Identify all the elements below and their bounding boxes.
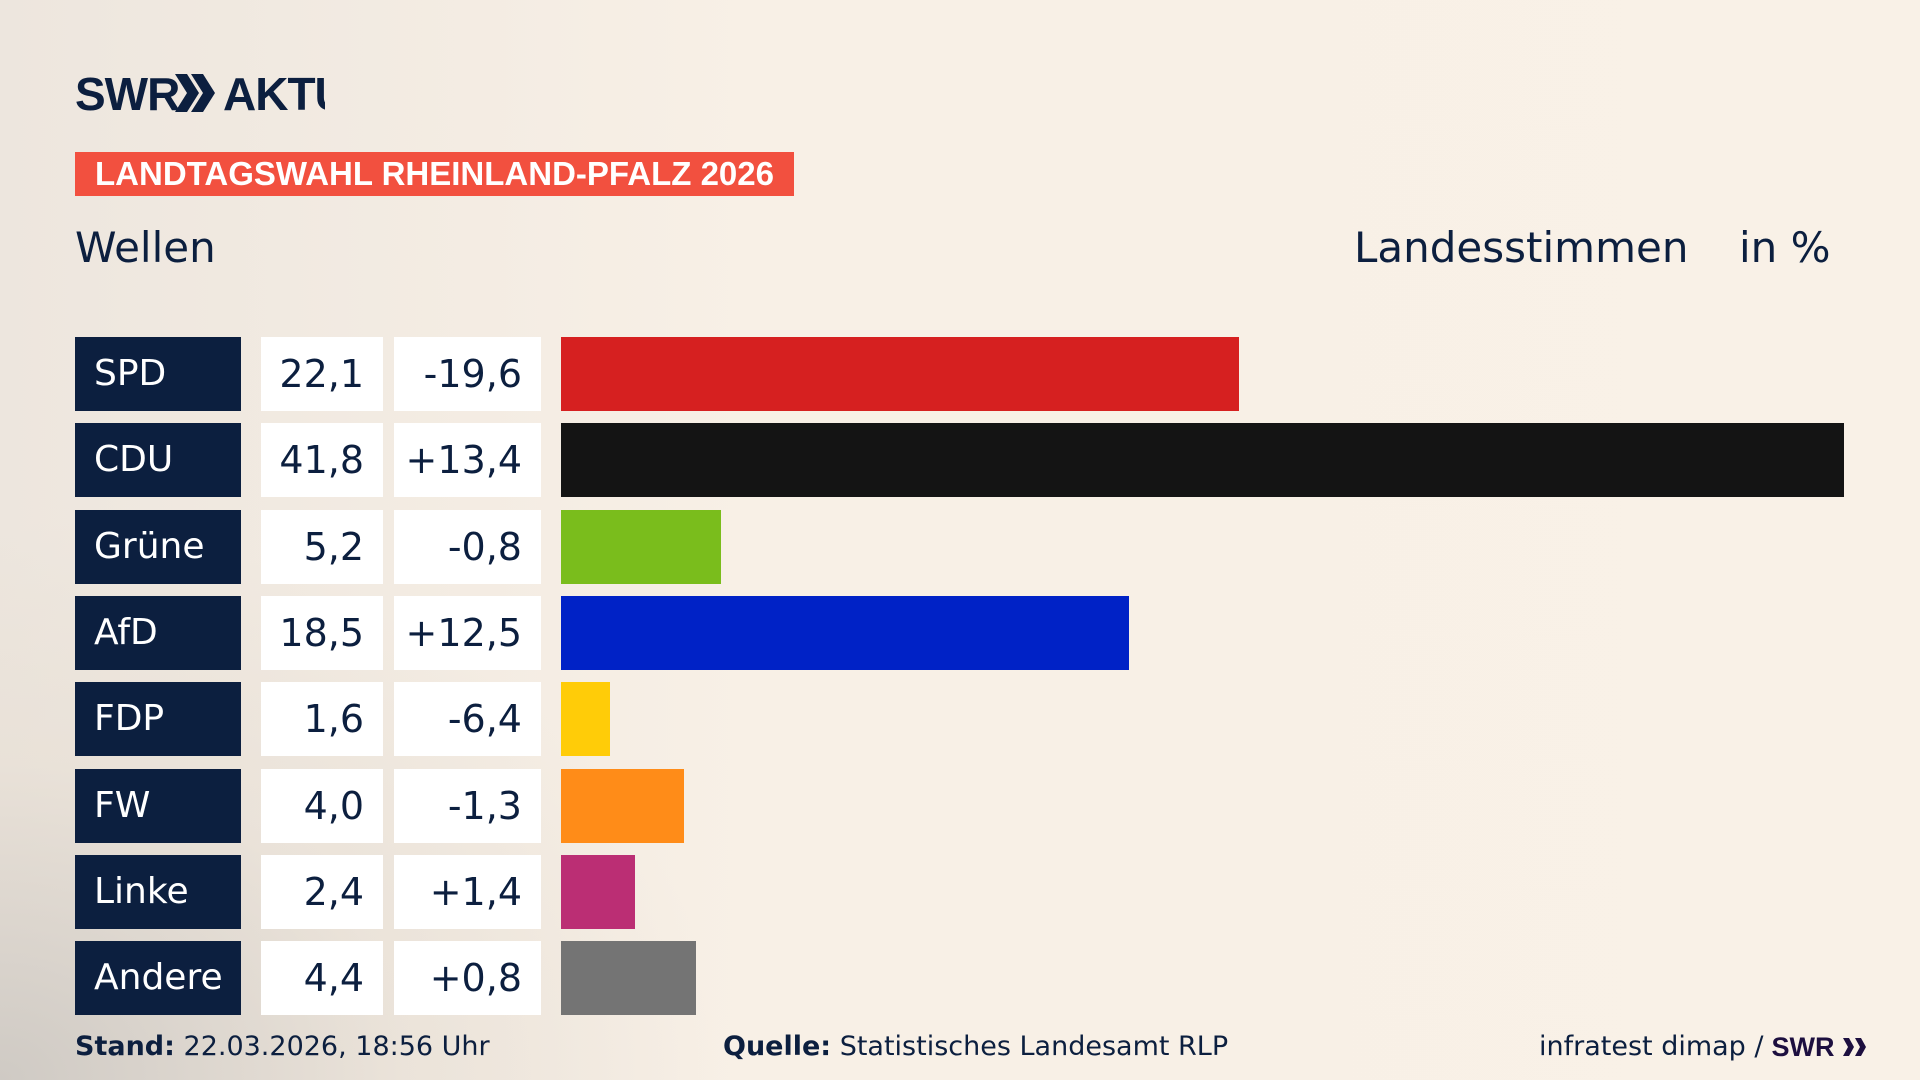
party-bar [561, 337, 1240, 411]
party-row: CDU 41,8 +13,4 [75, 423, 1855, 498]
party-value: 1,6 [261, 682, 383, 757]
party-row: AfD 18,5 +12,5 [75, 595, 1855, 670]
party-name: AfD [75, 595, 241, 670]
swr-aktuell-logo: SWR AKTUELL [75, 68, 325, 118]
swr-chevrons-icon [1842, 1038, 1866, 1056]
party-value: 2,4 [261, 854, 383, 929]
source-label: Quelle: [723, 1031, 832, 1062]
party-bar [561, 509, 721, 584]
source-value: Statistisches Landesamt RLP [839, 1031, 1229, 1062]
party-value: 4,0 [261, 768, 383, 843]
svg-text:SWR: SWR [75, 70, 180, 116]
measure-label: Landesstimmen [1354, 223, 1689, 272]
swr-aktuell-logo-graphic: SWR AKTUELL [75, 70, 325, 116]
party-name: SPD [75, 337, 241, 411]
party-value: 22,1 [261, 337, 383, 411]
party-bar [561, 768, 684, 843]
party-row: FW 4,0 -1,3 [75, 768, 1855, 843]
party-name: FW [75, 768, 241, 843]
party-value: 4,4 [261, 941, 383, 1016]
party-bar [561, 423, 1844, 498]
footer-credit: infratest dimap / SWR [1539, 1030, 1867, 1064]
party-bar [561, 941, 697, 1016]
credit-text: infratest dimap / [1539, 1031, 1764, 1062]
party-diff: +1,4 [394, 854, 541, 929]
party-diff: -0,8 [394, 509, 541, 584]
party-bar [561, 595, 1129, 670]
party-name: Grüne [75, 509, 241, 584]
party-row: Linke 2,4 +1,4 [75, 854, 1855, 929]
party-bar [561, 854, 635, 929]
party-value: 41,8 [261, 423, 383, 498]
party-row: Grüne 5,2 -0,8 [75, 509, 1855, 584]
party-value: 18,5 [261, 595, 383, 670]
party-name: FDP [75, 682, 241, 757]
party-row: SPD 22,1 -19,6 [75, 337, 1855, 411]
footer-stand: Stand: 22.03.2026, 18:56 Uhr [75, 1030, 490, 1064]
stand-label: Stand: [75, 1031, 175, 1062]
party-row: Andere 4,4 +0,8 [75, 941, 1855, 1016]
party-row: FDP 1,6 -6,4 [75, 682, 1855, 757]
party-diff: +13,4 [394, 423, 541, 498]
svg-text:AKTUELL: AKTUELL [223, 70, 325, 116]
election-banner: LANDTAGSWAHL RHEINLAND-PFALZ 2026 [75, 152, 794, 196]
footer-source: Quelle: Statistisches Landesamt RLP [723, 1030, 1228, 1064]
party-bar [561, 682, 611, 757]
swr-credit-logo: SWR [1771, 1032, 1835, 1062]
unit-label: in % [1739, 223, 1831, 272]
party-diff: +0,8 [394, 941, 541, 1016]
party-name: CDU [75, 423, 241, 498]
party-diff: -19,6 [394, 337, 541, 411]
party-diff: -1,3 [394, 768, 541, 843]
subtitle: Wellen [75, 223, 216, 272]
party-name: Andere [75, 941, 241, 1016]
party-name: Linke [75, 854, 241, 929]
party-diff: -6,4 [394, 682, 541, 757]
stand-value: 22.03.2026, 18:56 Uhr [183, 1031, 490, 1062]
party-diff: +12,5 [394, 595, 541, 670]
party-value: 5,2 [261, 509, 383, 584]
